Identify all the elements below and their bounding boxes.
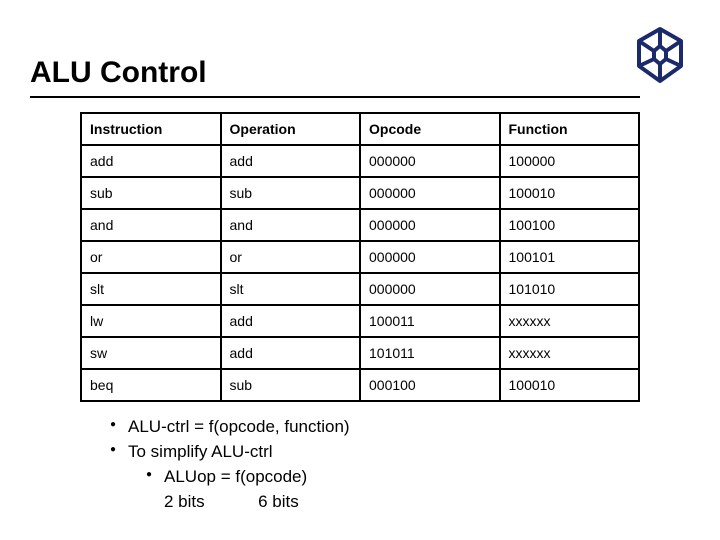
- table-row: or or 000000 100101: [81, 241, 639, 273]
- cell: slt: [221, 273, 361, 305]
- table-row: sub sub 000000 100010: [81, 177, 639, 209]
- cell: 100010: [500, 177, 640, 209]
- col-header: Function: [500, 113, 640, 145]
- cell: 000000: [360, 177, 500, 209]
- cell: 100100: [500, 209, 640, 241]
- cell: 000000: [360, 273, 500, 305]
- cell: sub: [221, 369, 361, 401]
- cell: 000000: [360, 241, 500, 273]
- cell: 100010: [500, 369, 640, 401]
- cell: add: [221, 337, 361, 369]
- bullet-list: ALU-ctrl = f(opcode, function) To simpli…: [110, 416, 690, 514]
- table-row: and and 000000 100100: [81, 209, 639, 241]
- cell: 101010: [500, 273, 640, 305]
- cell: add: [221, 305, 361, 337]
- table-row: add add 000000 100000: [81, 145, 639, 177]
- bullet-text: ALUop = f(opcode): [164, 467, 307, 486]
- bullet-text: ALU-ctrl = f(opcode, function): [128, 417, 350, 436]
- cell: sub: [221, 177, 361, 209]
- cell: and: [81, 209, 221, 241]
- bullet-item: ALU-ctrl = f(opcode, function): [110, 416, 690, 439]
- col-header: Opcode: [360, 113, 500, 145]
- cell: beq: [81, 369, 221, 401]
- table-row: lw add 100011 xxxxxx: [81, 305, 639, 337]
- cell: 100000: [500, 145, 640, 177]
- cell: 101011: [360, 337, 500, 369]
- cell: or: [221, 241, 361, 273]
- bits-line: 2 bits 6 bits: [164, 491, 690, 514]
- table-row: beq sub 000100 100010: [81, 369, 639, 401]
- table-row: slt slt 000000 101010: [81, 273, 639, 305]
- cell: 000100: [360, 369, 500, 401]
- cell: sw: [81, 337, 221, 369]
- bullet-subitem: ALUop = f(opcode) 2 bits 6 bits: [146, 466, 690, 514]
- bits-right-label: 6 bits: [258, 491, 299, 514]
- cell: 100011: [360, 305, 500, 337]
- cell: or: [81, 241, 221, 273]
- cell: xxxxxx: [500, 305, 640, 337]
- table-header-row: Instruction Operation Opcode Function: [81, 113, 639, 145]
- page-title: ALU Control: [30, 56, 640, 90]
- logo-icon: [634, 26, 686, 86]
- cell: add: [221, 145, 361, 177]
- cell: add: [81, 145, 221, 177]
- alu-control-table: Instruction Operation Opcode Function ad…: [80, 112, 640, 402]
- cell: xxxxxx: [500, 337, 640, 369]
- cell: lw: [81, 305, 221, 337]
- cell: 000000: [360, 145, 500, 177]
- col-header: Instruction: [81, 113, 221, 145]
- bullet-item: To simplify ALU-ctrl ALUop = f(opcode) 2…: [110, 441, 690, 514]
- cell: 000000: [360, 209, 500, 241]
- col-header: Operation: [221, 113, 361, 145]
- table-row: sw add 101011 xxxxxx: [81, 337, 639, 369]
- cell: sub: [81, 177, 221, 209]
- cell: slt: [81, 273, 221, 305]
- title-rule: ALU Control: [30, 56, 640, 98]
- cell: 100101: [500, 241, 640, 273]
- cell: and: [221, 209, 361, 241]
- bullet-text: To simplify ALU-ctrl: [128, 442, 273, 461]
- bits-left-label: 2 bits: [164, 491, 205, 514]
